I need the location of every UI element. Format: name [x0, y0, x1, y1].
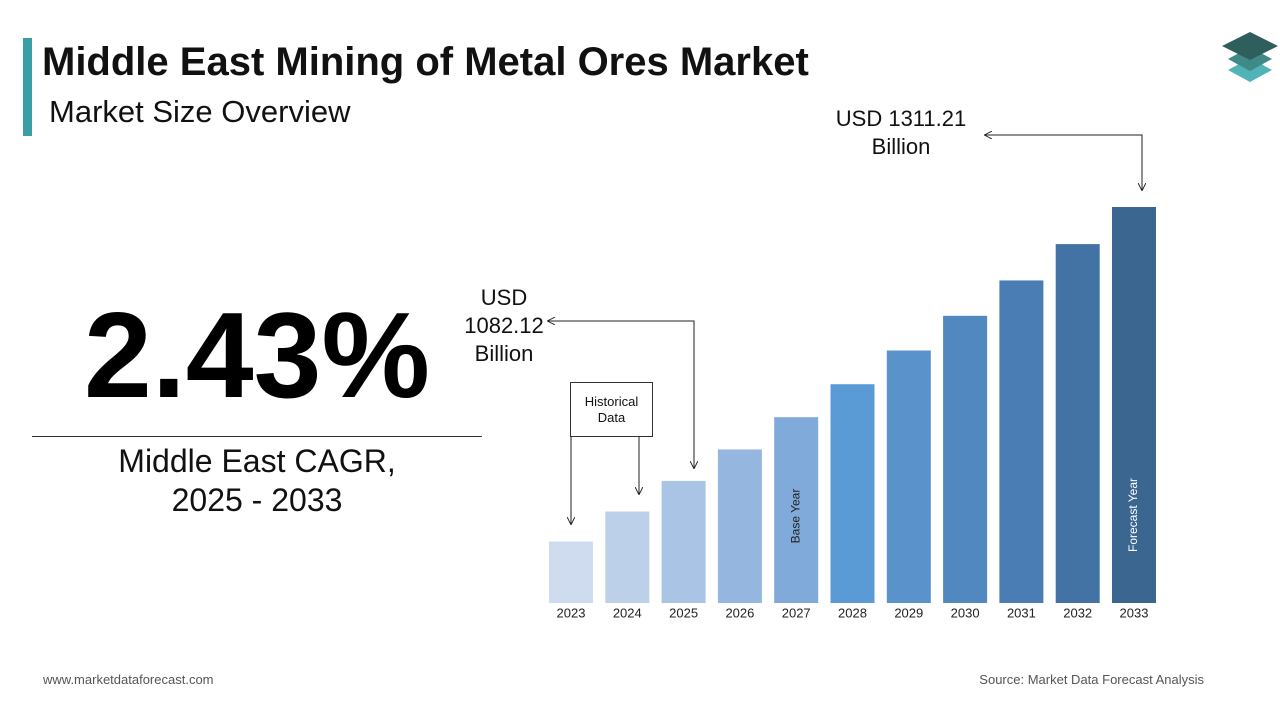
bar: [943, 315, 988, 603]
arrow: [548, 321, 694, 468]
cagr-value: 2.43%: [84, 287, 430, 423]
x-tick-label: 2028: [838, 605, 867, 620]
bar-label: Base Year: [788, 489, 802, 544]
bar: [717, 449, 762, 603]
x-tick-label: 2027: [782, 605, 811, 620]
x-tick-label: 2033: [1120, 605, 1149, 620]
divider: [32, 436, 482, 437]
arrow: [985, 135, 1142, 190]
title: Middle East Mining of Metal Ores Market: [42, 40, 809, 84]
accent-bar: [23, 38, 32, 136]
x-tick-label: 2030: [951, 605, 980, 620]
bar: [886, 350, 931, 603]
bar-label: Forecast Year: [1126, 478, 1140, 552]
bar: [1112, 207, 1156, 603]
bar: [605, 511, 650, 603]
value-label: USD 1311.21 Billion: [835, 106, 967, 159]
x-tick-label: 2029: [894, 605, 923, 620]
bar: [1055, 244, 1100, 603]
cagr-label: Middle East CAGR, 2025 - 2033: [118, 443, 396, 518]
bar: [830, 384, 875, 603]
x-tick-label: 2031: [1007, 605, 1036, 620]
bar: [999, 280, 1044, 603]
bar: [661, 480, 706, 603]
x-tick-label: 2023: [557, 605, 586, 620]
x-tick-label: 2025: [669, 605, 698, 620]
bar: [549, 541, 593, 603]
x-tick-label: 2024: [613, 605, 642, 620]
x-tick-label: 2032: [1063, 605, 1092, 620]
bar: [774, 417, 819, 603]
website: www.marketdataforecast.com: [43, 672, 214, 687]
source: Source: Market Data Forecast Analysis: [979, 672, 1204, 687]
subtitle: Market Size Overview: [49, 94, 351, 129]
logo: [1222, 32, 1278, 82]
value-label: USD 1082.12 Billion: [464, 285, 544, 366]
x-tick-label: 2026: [725, 605, 754, 620]
